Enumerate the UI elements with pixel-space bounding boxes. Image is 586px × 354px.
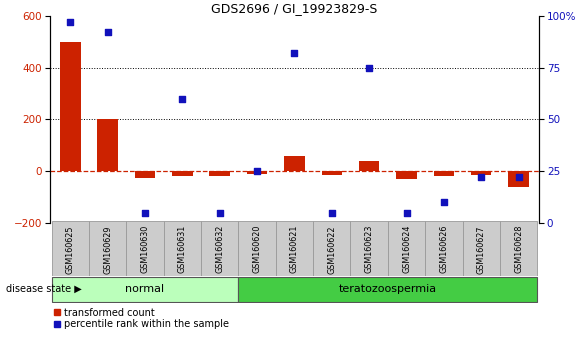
Bar: [284, 156, 305, 171]
Bar: [471, 171, 492, 175]
Bar: [500, 221, 537, 276]
Text: GSM160631: GSM160631: [178, 225, 187, 273]
Bar: [239, 221, 276, 276]
Point: [476, 175, 486, 180]
Bar: [247, 171, 267, 174]
Bar: [396, 171, 417, 179]
Bar: [135, 171, 155, 178]
Bar: [127, 221, 163, 276]
Bar: [89, 221, 127, 276]
Point: [364, 65, 374, 70]
Text: GSM160625: GSM160625: [66, 225, 75, 274]
Text: GSM160630: GSM160630: [141, 225, 149, 273]
Text: GSM160620: GSM160620: [253, 225, 261, 274]
Bar: [201, 221, 239, 276]
Title: GDS2696 / GI_19923829-S: GDS2696 / GI_19923829-S: [212, 2, 377, 15]
Point: [439, 200, 448, 205]
Bar: [276, 221, 313, 276]
Legend: transformed count, percentile rank within the sample: transformed count, percentile rank withi…: [54, 308, 229, 330]
Bar: [388, 221, 425, 276]
Text: disease state ▶: disease state ▶: [6, 284, 81, 294]
Point: [514, 175, 523, 180]
Bar: [350, 221, 388, 276]
Bar: [359, 161, 380, 171]
Point: [253, 169, 262, 174]
Text: GSM160627: GSM160627: [477, 225, 486, 274]
Bar: [52, 277, 239, 302]
Bar: [425, 221, 462, 276]
Bar: [163, 221, 201, 276]
Text: GSM160632: GSM160632: [215, 225, 224, 274]
Point: [402, 210, 411, 216]
Bar: [209, 171, 230, 176]
Point: [66, 19, 75, 25]
Point: [215, 210, 224, 216]
Text: GSM160626: GSM160626: [440, 225, 448, 274]
Point: [141, 210, 150, 216]
Bar: [434, 171, 454, 176]
Point: [290, 50, 299, 56]
Point: [178, 96, 187, 102]
Bar: [172, 171, 193, 176]
Text: GSM160628: GSM160628: [514, 225, 523, 274]
Bar: [322, 171, 342, 175]
Bar: [97, 120, 118, 171]
Bar: [462, 221, 500, 276]
Bar: [60, 42, 81, 171]
Text: GSM160629: GSM160629: [103, 225, 112, 274]
Text: normal: normal: [125, 284, 165, 295]
Text: GSM160624: GSM160624: [402, 225, 411, 274]
Bar: [508, 171, 529, 187]
Bar: [239, 277, 537, 302]
Text: GSM160622: GSM160622: [328, 225, 336, 274]
Bar: [52, 221, 89, 276]
Point: [327, 210, 336, 216]
Text: GSM160621: GSM160621: [290, 225, 299, 274]
Bar: [313, 221, 350, 276]
Point: [103, 30, 113, 35]
Text: GSM160623: GSM160623: [364, 225, 374, 274]
Text: teratozoospermia: teratozoospermia: [339, 284, 437, 295]
